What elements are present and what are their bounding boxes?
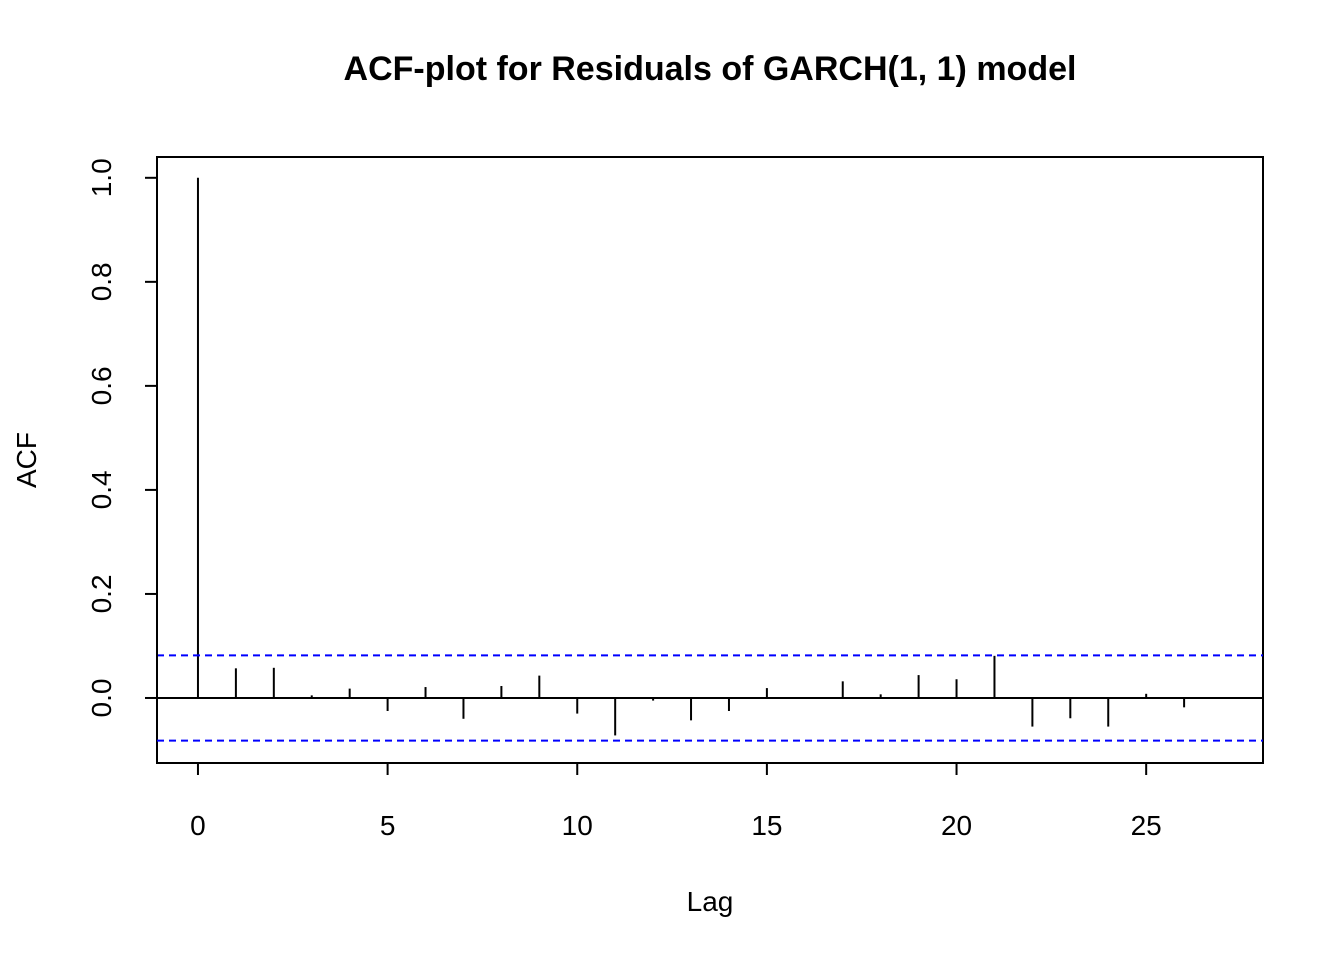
y-tick-label: 0.8	[86, 262, 117, 301]
x-tick-label: 15	[751, 810, 782, 841]
y-tick-label: 0.6	[86, 366, 117, 405]
x-tick-label: 20	[941, 810, 972, 841]
y-tick-label: 1.0	[86, 158, 117, 197]
x-tick-label: 5	[380, 810, 396, 841]
acf-bars	[157, 177, 1263, 736]
x-axis: 0 5 10 15 20 25	[190, 762, 1162, 841]
y-tick-label: 0.4	[86, 470, 117, 509]
plot-frame	[156, 156, 1264, 764]
chart-title: ACF-plot for Residuals of GARCH(1, 1) mo…	[344, 50, 1077, 88]
y-tick-label: 0.0	[86, 679, 117, 718]
x-tick-label: 10	[562, 810, 593, 841]
y-axis: 0.0 0.2 0.4 0.6 0.8 1.0	[86, 158, 158, 718]
x-tick-label: 0	[190, 810, 206, 841]
x-tick-label: 25	[1131, 810, 1162, 841]
confidence-bounds	[157, 654, 1263, 742]
x-axis-label: Lag	[687, 886, 734, 917]
y-axis-label: ACF	[11, 432, 42, 488]
y-tick-label: 0.2	[86, 574, 117, 613]
